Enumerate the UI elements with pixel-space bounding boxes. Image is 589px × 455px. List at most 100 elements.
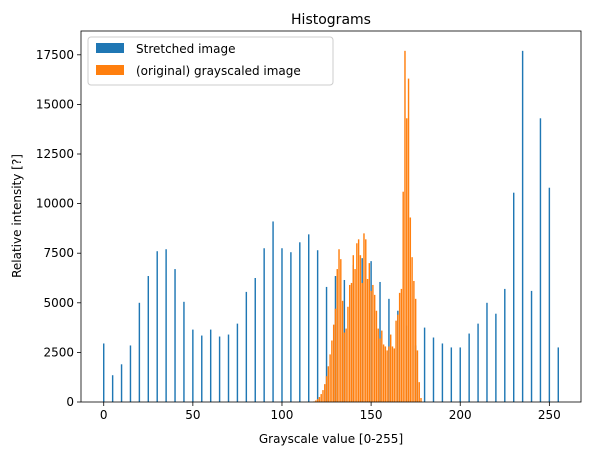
bar	[263, 248, 265, 402]
bar	[324, 384, 326, 402]
bar	[393, 348, 395, 402]
bar	[356, 243, 358, 402]
x-tick-label: 150	[360, 408, 383, 422]
bar	[420, 398, 422, 402]
bar	[361, 282, 363, 402]
y-tick-label: 0	[66, 395, 74, 409]
bar	[388, 346, 390, 402]
bar	[336, 269, 338, 402]
bar	[318, 397, 321, 402]
y-tick-label: 12500	[36, 147, 74, 161]
legend-swatch-stretched	[96, 43, 124, 53]
bar	[409, 217, 412, 402]
bar	[395, 320, 397, 402]
y-axis-label: Relative intensity [?]	[10, 154, 24, 278]
bar	[504, 288, 506, 402]
y-tick-label: 7500	[43, 246, 74, 260]
x-axis: 0 50 100 150 200 250	[100, 402, 561, 422]
bar	[411, 257, 413, 402]
bar	[521, 50, 524, 403]
bar	[372, 284, 374, 402]
bar	[325, 286, 328, 402]
bar	[366, 278, 369, 402]
bar	[416, 350, 419, 402]
bar	[347, 306, 349, 402]
bar	[120, 364, 123, 402]
bar	[548, 187, 551, 402]
legend-swatch-original	[96, 65, 124, 75]
bar	[316, 399, 319, 402]
bar	[391, 346, 394, 402]
bar	[370, 290, 372, 402]
bar	[359, 255, 362, 402]
bar	[418, 382, 420, 402]
y-tick-label: 5000	[43, 296, 74, 310]
bar	[404, 50, 406, 403]
bar	[334, 308, 337, 402]
x-axis-label: Grayscale value [0-255]	[259, 432, 403, 446]
x-tick-label: 0	[100, 408, 108, 422]
bar	[477, 323, 479, 402]
bar	[365, 239, 367, 402]
bar	[329, 354, 331, 402]
bar	[557, 347, 559, 402]
bar	[379, 338, 381, 402]
bar	[468, 333, 470, 402]
bar	[322, 390, 324, 402]
bar	[375, 310, 378, 402]
bar	[402, 191, 404, 402]
bar	[486, 302, 488, 402]
bar	[299, 242, 301, 402]
bar	[236, 323, 239, 402]
x-tick-label: 200	[449, 408, 472, 422]
bar	[341, 300, 344, 402]
bar	[327, 366, 330, 402]
bar	[103, 343, 105, 402]
bar	[441, 343, 444, 402]
bar	[147, 276, 150, 402]
bar	[345, 328, 347, 402]
bar	[397, 314, 399, 402]
bar	[174, 269, 176, 402]
bar	[373, 294, 376, 402]
plot-area	[81, 31, 581, 402]
bar	[390, 334, 392, 402]
bar	[315, 400, 317, 402]
bar	[368, 263, 371, 402]
y-tick-label: 15000	[36, 97, 74, 111]
bar	[352, 255, 354, 402]
bar	[423, 327, 426, 402]
bar	[320, 394, 322, 402]
bar	[308, 234, 310, 402]
bar	[209, 329, 212, 402]
bar	[340, 259, 342, 402]
bar	[227, 334, 230, 402]
bar	[290, 252, 292, 402]
bar	[272, 221, 274, 402]
bar	[111, 375, 114, 402]
bar	[325, 376, 328, 402]
bar	[459, 347, 461, 402]
bar	[384, 346, 387, 402]
legend-box	[87, 36, 334, 86]
bar	[331, 340, 333, 402]
bar	[495, 313, 497, 402]
legend: Stretched image (original) grayscaled im…	[87, 36, 334, 86]
bar	[218, 336, 221, 402]
plot-frame	[80, 30, 582, 403]
bar	[377, 328, 379, 402]
bar	[407, 78, 410, 403]
y-tick-label: 2500	[43, 345, 74, 359]
bar	[332, 324, 335, 402]
series-1	[313, 50, 422, 403]
bar	[382, 344, 385, 402]
bar	[406, 118, 408, 402]
bar	[350, 282, 353, 402]
y-tick-label: 10000	[36, 197, 74, 211]
bar	[165, 249, 167, 402]
chart-title: Histograms	[291, 12, 371, 28]
bar	[183, 301, 185, 402]
bar	[398, 292, 401, 402]
bar	[349, 284, 351, 402]
legend-label-stretched: Stretched image	[136, 42, 235, 56]
